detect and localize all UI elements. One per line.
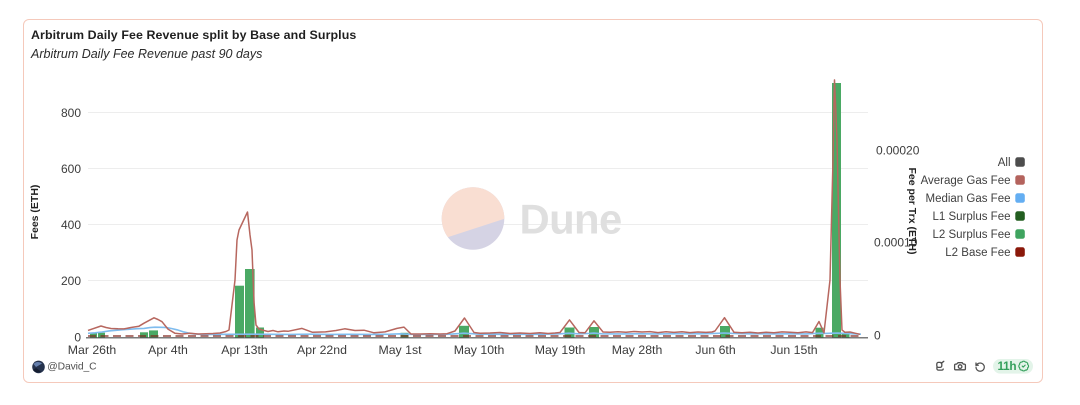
svg-text:Jun 15th: Jun 15th [770,343,817,357]
svg-text:May 1st: May 1st [378,343,422,357]
svg-text:Average Gas Fee: Average Gas Fee [921,175,1011,187]
svg-text:Apr 4th: Apr 4th [148,343,188,357]
svg-text:Mar 26th: Mar 26th [68,343,117,357]
svg-text:L2 Surplus Fee: L2 Surplus Fee [933,229,1011,241]
svg-text:May 19th: May 19th [535,343,586,357]
svg-text:All: All [998,157,1011,169]
svg-text:Fee per Trx (ETH): Fee per Trx (ETH) [906,168,918,255]
svg-text:Jun 6th: Jun 6th [695,343,735,357]
svg-text:L1 Surplus Fee: L1 Surplus Fee [933,211,1011,223]
svg-text:600: 600 [61,162,81,176]
svg-text:Apr 22nd: Apr 22nd [297,343,347,357]
svg-text:800: 800 [61,106,81,120]
svg-text:11h: 11h [998,359,1017,373]
svg-text:Fees (ETH): Fees (ETH) [29,185,41,240]
svg-text:@David_C: @David_C [47,362,97,373]
svg-text:Dune: Dune [520,196,622,243]
svg-text:400: 400 [61,218,81,232]
svg-text:0: 0 [874,329,881,343]
svg-text:0.00020: 0.00020 [876,144,920,158]
svg-text:0.00010: 0.00010 [874,236,918,250]
svg-text:May 10th: May 10th [454,343,505,357]
svg-text:Apr 13th: Apr 13th [221,343,268,357]
svg-text:May 28th: May 28th [612,343,663,357]
svg-text:200: 200 [61,274,81,288]
svg-text:0: 0 [74,331,81,345]
svg-text:Median Gas Fee: Median Gas Fee [925,193,1010,205]
svg-text:L2 Base Fee: L2 Base Fee [945,247,1010,259]
